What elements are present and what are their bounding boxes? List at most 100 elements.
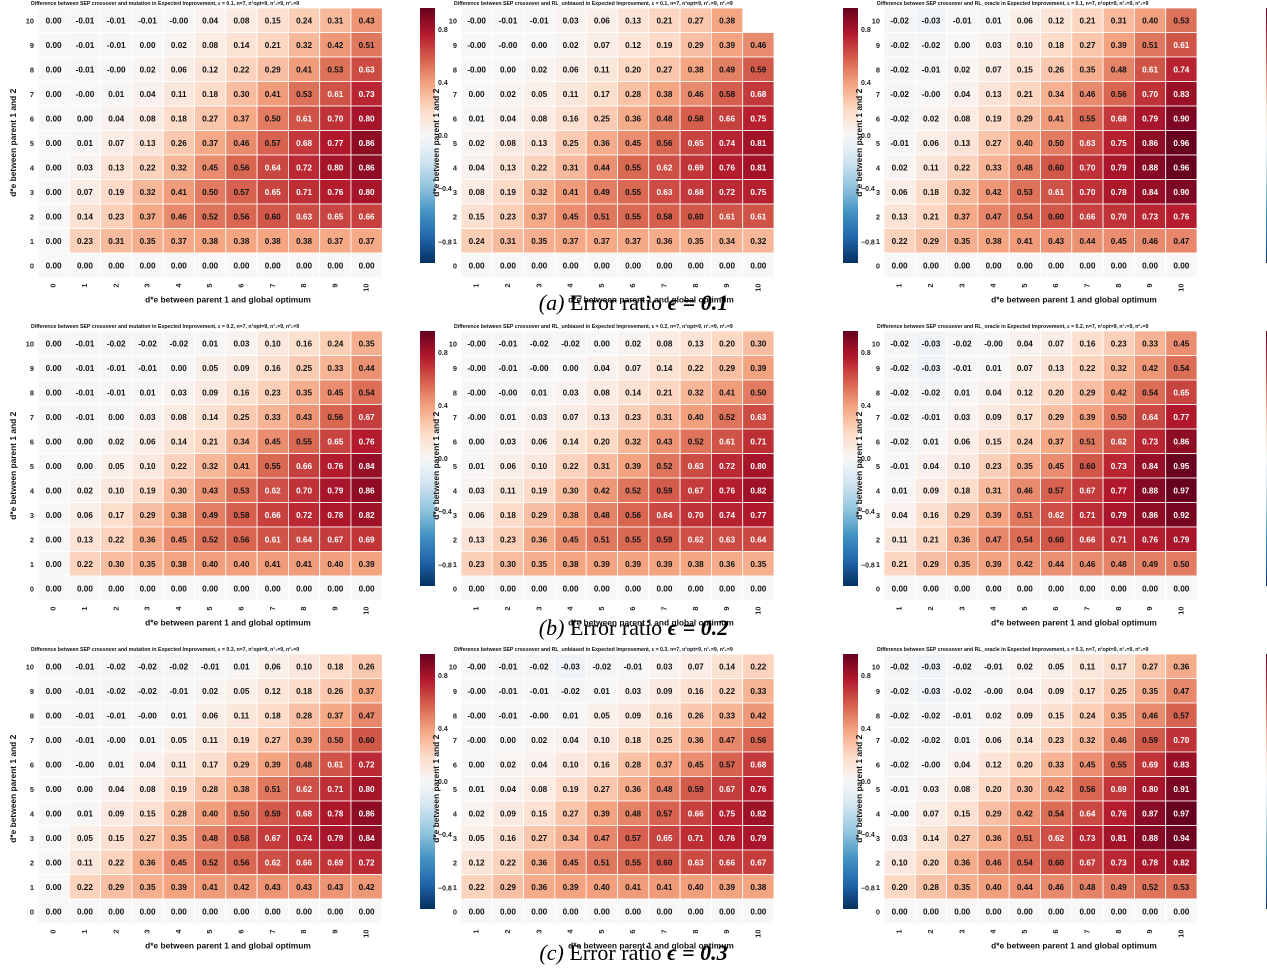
heatmap-panel-2: Difference between SEP crossover and RL_… xyxy=(431,1,875,305)
cell-value: 0.37 xyxy=(359,237,375,246)
cell-value: 0.75 xyxy=(750,114,766,123)
cell-value: 0.32 xyxy=(750,237,766,246)
cell-value: 0.05 xyxy=(108,462,124,471)
heatmap-cell xyxy=(1165,228,1198,254)
cell-value: 0.67 xyxy=(719,785,735,794)
heatmap-cell xyxy=(319,502,352,528)
cell-value: 0.38 xyxy=(296,237,312,246)
cell-value: 0.83 xyxy=(1173,90,1189,99)
heatmap-cell xyxy=(491,252,524,278)
cell-value: 0.22 xyxy=(892,237,908,246)
y-tick-label: 10 xyxy=(872,16,880,25)
colorbar-tick-label: −0.8 xyxy=(438,562,452,569)
cell-value: 0.39 xyxy=(359,560,375,569)
cell-value: 0.31 xyxy=(327,16,343,25)
cell-value: 0.36 xyxy=(531,883,547,892)
heatmap-cell xyxy=(319,203,352,229)
cell-value: 0.41 xyxy=(202,883,218,892)
y-tick-label: 8 xyxy=(30,65,34,74)
cell-value: 0.79 xyxy=(1111,163,1127,172)
cell-value: 0.70 xyxy=(296,486,312,495)
heatmap-cell xyxy=(256,355,289,381)
cell-value: 0.34 xyxy=(1048,90,1064,99)
heatmap-cell xyxy=(100,526,133,552)
heatmap-cell xyxy=(319,849,352,875)
cell-value: 0.54 xyxy=(1017,535,1033,544)
cell-value: -0.00 xyxy=(922,760,941,769)
cell-value: 0.02 xyxy=(986,711,1002,720)
cell-value: 0.13 xyxy=(531,139,547,148)
heatmap-cell xyxy=(523,203,556,229)
cell-value: 0.63 xyxy=(359,65,375,74)
cell-value: 0.06 xyxy=(923,139,939,148)
cell-value: 0.64 xyxy=(750,535,766,544)
y-tick-label: 1 xyxy=(30,883,34,892)
cell-value: -0.01 xyxy=(499,687,518,696)
cell-value: 0.00 xyxy=(327,261,343,270)
heatmap-cell xyxy=(256,653,289,679)
cell-value: 0.14 xyxy=(563,437,579,446)
cell-value: 0.56 xyxy=(1111,90,1127,99)
cell-value: 0.58 xyxy=(719,90,735,99)
cell-value: -0.02 xyxy=(138,339,157,348)
y-tick-label: 7 xyxy=(876,413,880,422)
cell-value: 0.76 xyxy=(1142,535,1158,544)
heatmap-cell xyxy=(554,7,587,33)
cell-value: 0.86 xyxy=(359,139,375,148)
heatmap-cell xyxy=(225,702,258,728)
cell-value: 0.41 xyxy=(171,188,187,197)
cell-value: 0.06 xyxy=(531,437,547,446)
heatmap-cell xyxy=(194,404,227,430)
cell-value: 0.67 xyxy=(688,486,704,495)
x-tick-label: 6 xyxy=(628,607,637,611)
x-tick-label: 6 xyxy=(628,284,637,288)
cell-value: 0.67 xyxy=(265,834,281,843)
heatmap-cell xyxy=(319,252,352,278)
cell-value: -0.00 xyxy=(107,65,126,74)
cell-value: 0.04 xyxy=(954,90,970,99)
cell-value: 0.22 xyxy=(77,883,93,892)
y-tick-label: 9 xyxy=(876,41,880,50)
heatmap-cell xyxy=(1134,453,1167,479)
heatmap-cell xyxy=(617,105,650,131)
heatmap-cell xyxy=(225,32,258,58)
heatmap-cell xyxy=(194,776,227,802)
cell-value: 0.43 xyxy=(296,883,312,892)
cell-value: 0.01 xyxy=(108,760,124,769)
cell-value: 0.01 xyxy=(923,437,939,446)
cell-value: 0.11 xyxy=(594,65,610,74)
heatmap-cell xyxy=(350,551,383,577)
cell-value: 0.00 xyxy=(656,907,672,916)
cell-value: 0.36 xyxy=(656,237,672,246)
cell-value: 0.27 xyxy=(986,139,1002,148)
cell-value: 0.10 xyxy=(296,662,312,671)
cell-value: 0.80 xyxy=(359,785,375,794)
cell-value: 0.00 xyxy=(171,584,187,593)
cell-value: 0.36 xyxy=(954,535,970,544)
y-tick-label: 3 xyxy=(876,511,880,520)
cell-value: 0.50 xyxy=(202,188,218,197)
cell-value: 0.45 xyxy=(1111,237,1127,246)
cell-value: 0.16 xyxy=(296,339,312,348)
heatmap-cell xyxy=(319,477,352,503)
cell-value: 0.21 xyxy=(656,16,672,25)
heatmap-cell xyxy=(350,898,383,924)
heatmap-cell xyxy=(256,203,289,229)
cell-value: 0.06 xyxy=(265,662,281,671)
heatmap-cell xyxy=(37,130,70,156)
cell-value: 0.00 xyxy=(656,261,672,270)
cell-value: 0.32 xyxy=(625,437,641,446)
heatmap-cell xyxy=(1134,355,1167,381)
heatmap-cell xyxy=(742,130,775,156)
x-tick-label: 10 xyxy=(753,284,762,292)
cell-value: 0.00 xyxy=(688,261,704,270)
heatmap-cell xyxy=(131,404,164,430)
heatmap-cell xyxy=(287,575,321,601)
y-tick-label: 10 xyxy=(26,339,34,348)
cell-value: 0.02 xyxy=(923,114,939,123)
cell-value: 0.35 xyxy=(140,883,156,892)
cell-value: -0.03 xyxy=(922,687,941,696)
cell-value: 0.00 xyxy=(296,907,312,916)
cell-value: 0.00 xyxy=(469,584,485,593)
cell-value: -0.00 xyxy=(467,16,486,25)
